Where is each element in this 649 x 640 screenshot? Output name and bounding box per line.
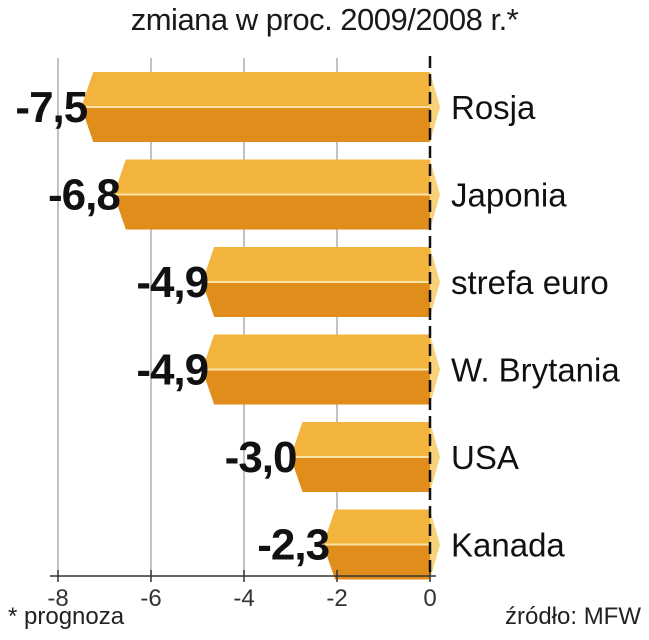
bar xyxy=(113,159,431,195)
bar xyxy=(202,247,430,282)
bar-group xyxy=(290,422,440,492)
source-note: źródło: MFW xyxy=(504,603,641,630)
bar-group xyxy=(202,334,440,405)
data-label: -3,0 xyxy=(225,433,297,482)
category-label: USA xyxy=(451,439,519,476)
bar-shade xyxy=(202,282,430,317)
bar-shade xyxy=(290,457,430,492)
bar-group xyxy=(81,72,440,142)
bar-shade xyxy=(113,194,431,230)
bar-shade xyxy=(323,544,430,580)
bar-cap xyxy=(430,334,440,405)
labels: -7,5 Rosja -6,8 Japonia -4,9 strefa euro -4,9 W… xyxy=(15,83,620,570)
data-label: -4,9 xyxy=(136,346,208,395)
bar xyxy=(290,422,430,457)
bar-group xyxy=(202,247,440,317)
data-label: -2,3 xyxy=(257,521,329,570)
x-axis: -8 -6 -4 -2 0 xyxy=(47,56,437,612)
category-label: strefa euro xyxy=(451,264,609,301)
bar-cap xyxy=(430,422,440,492)
x-tick-label: -4 xyxy=(233,585,254,612)
chart-title: zmiana w proc. 2009/2008 r.* xyxy=(130,2,519,37)
bar-cap xyxy=(430,509,440,580)
bar-shade xyxy=(202,369,430,405)
data-label: -6,8 xyxy=(48,171,120,220)
category-label: Japonia xyxy=(451,177,567,214)
bar-group xyxy=(323,509,440,580)
x-tick-label: 0 xyxy=(423,585,436,612)
bar xyxy=(81,72,430,107)
category-label: Kanada xyxy=(451,527,565,564)
category-label: Rosja xyxy=(451,89,536,126)
x-tick-label: -6 xyxy=(140,585,161,612)
data-label: -4,9 xyxy=(136,258,208,307)
x-tick-label: -8 xyxy=(47,585,68,612)
x-tick-label: -2 xyxy=(326,585,347,612)
bar-cap xyxy=(430,72,440,142)
bar-group xyxy=(113,159,440,230)
bar-shade xyxy=(81,107,430,142)
bar xyxy=(202,334,430,370)
bar-cap xyxy=(430,247,440,317)
category-label: W. Brytania xyxy=(451,352,620,389)
bar xyxy=(323,509,430,545)
footnote: * prognoza xyxy=(8,603,125,630)
data-label: -7,5 xyxy=(15,83,87,132)
bar-cap xyxy=(430,159,440,230)
bars xyxy=(81,72,440,580)
